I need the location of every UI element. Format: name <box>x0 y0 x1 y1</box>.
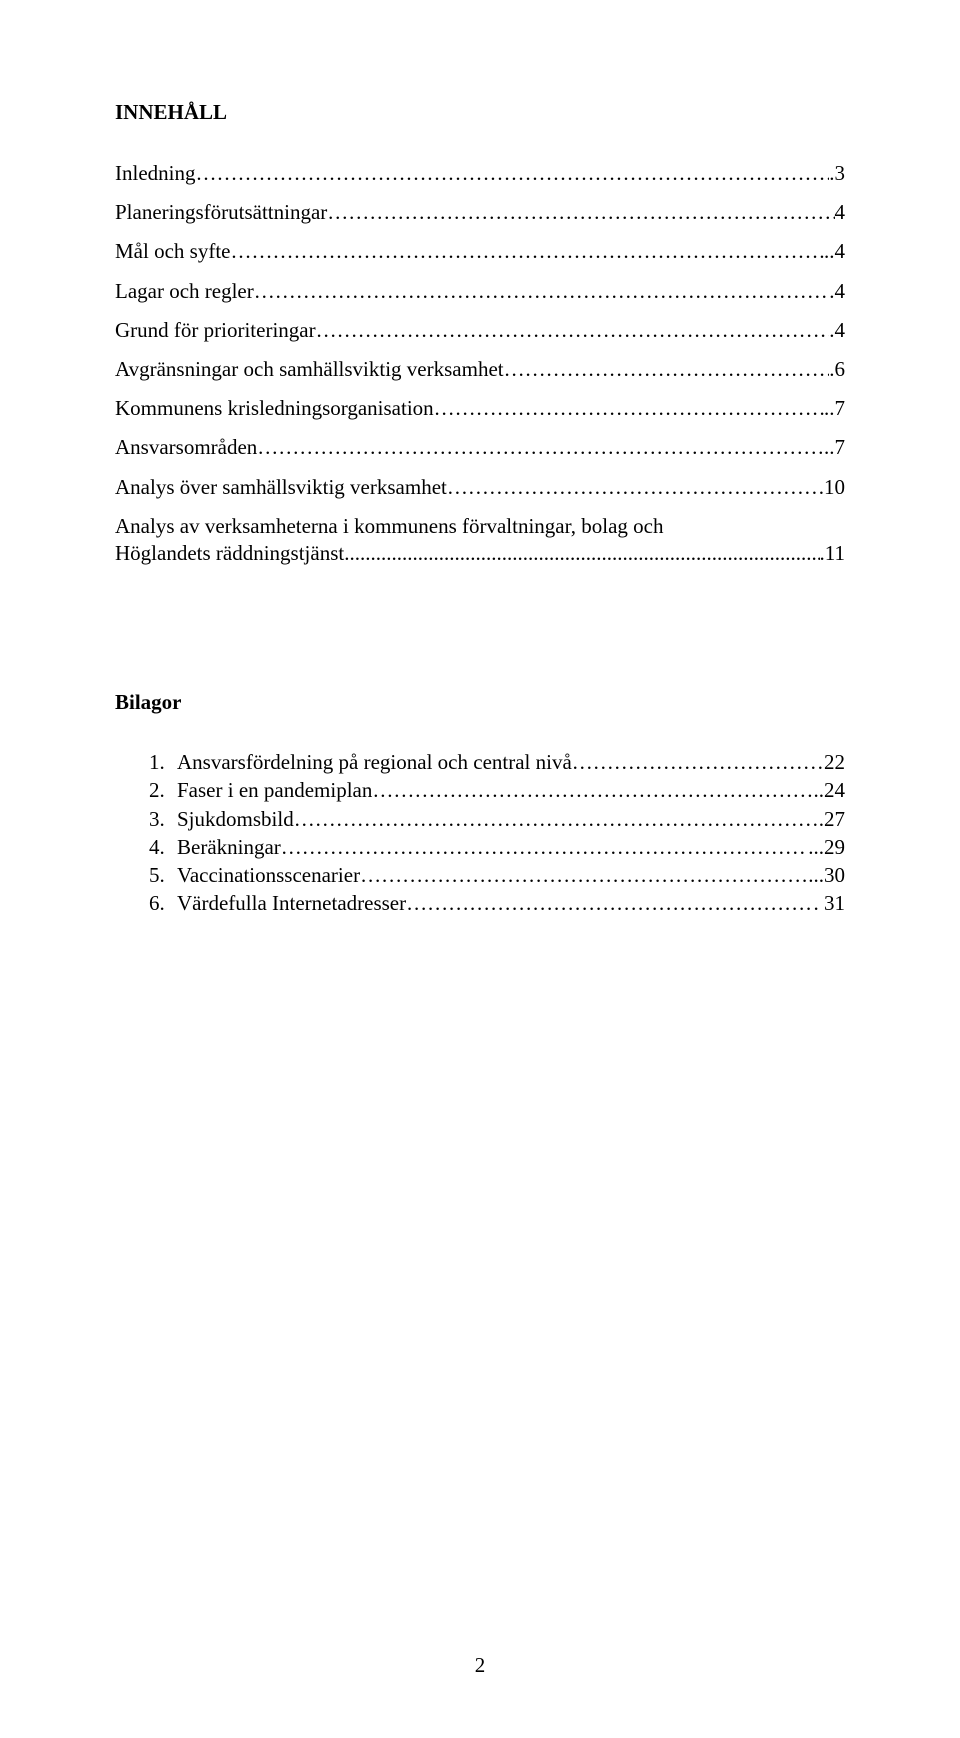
appendix-label: Faser i en pandemiplan <box>177 777 372 803</box>
appendix-label: Värdefulla Internetadresser <box>177 890 406 916</box>
appendix-label: Sjukdomsbild <box>177 806 294 832</box>
toc-entry: Ansvarsområden ..7 <box>115 435 845 460</box>
appendix-label: Vaccinationsscenarier <box>177 862 360 888</box>
appendix-num: 2. <box>149 777 177 803</box>
appendix-item: 3. Sjukdomsbild .27 <box>149 806 845 832</box>
toc-leader <box>504 357 830 382</box>
toc-page: ..4 <box>824 239 845 264</box>
toc-label: Ansvarsområden <box>115 435 257 460</box>
toc-entry: Analys över samhällsviktig verksamhet .1… <box>115 475 845 500</box>
toc-label: Planeringsförutsättningar <box>115 200 327 225</box>
appendix-page: ...29 <box>808 834 845 860</box>
toc-leader <box>372 777 813 803</box>
toc-page: .11 <box>820 541 845 566</box>
toc-page: ..7 <box>824 396 845 421</box>
bilagor-heading: Bilagor <box>115 690 845 715</box>
toc-page: .4 <box>829 279 845 304</box>
appendix-item: 5. Vaccinationsscenarier ...30 <box>149 862 845 888</box>
toc-leader <box>294 806 819 832</box>
appendix-item: 6. Värdefulla Internetadresser . 31 <box>149 890 845 916</box>
toc-leader <box>344 541 819 566</box>
toc-entry: Kommunens krisledningsorganisation ..7 <box>115 396 845 421</box>
appendix-item: 4. Beräkningar ...29 <box>149 834 845 860</box>
appendix-label: Ansvarsfördelning på regional och centra… <box>177 749 572 775</box>
toc-leader <box>360 862 808 888</box>
toc-heading: INNEHÅLL <box>115 100 845 125</box>
toc-label: Grund för prioriteringar <box>115 318 316 343</box>
toc-leader <box>257 435 824 460</box>
toc-page: 4 <box>835 200 846 225</box>
toc-leader <box>230 239 824 264</box>
appendix-page: ..24 <box>814 777 846 803</box>
toc-label: Analys över samhällsviktig verksamhet <box>115 475 447 500</box>
toc-label: Mål och syfte <box>115 239 230 264</box>
toc-entry-multiline: Analys av verksamheterna i kommunens för… <box>115 514 845 539</box>
toc-leader <box>447 475 819 500</box>
appendix-page: ...30 <box>808 862 845 888</box>
appendix-page: 22 <box>824 749 845 775</box>
toc-entry-multiline: Höglandets räddningstjänst .11 <box>115 541 845 566</box>
spacer <box>115 580 845 690</box>
toc-page: ..7 <box>824 435 845 460</box>
toc-label: Inledning <box>115 161 195 186</box>
toc-entry: Planeringsförutsättningar 4 <box>115 200 845 225</box>
appendix-num: 5. <box>149 862 177 888</box>
toc-entry: Lagar och regler .4 <box>115 279 845 304</box>
toc-leader <box>254 279 830 304</box>
toc-leader <box>281 834 808 860</box>
toc-label: Höglandets räddningstjänst <box>115 541 344 566</box>
toc-label: Avgränsningar och samhällsviktig verksam… <box>115 357 504 382</box>
toc-leader <box>195 161 829 186</box>
toc-entry: Avgränsningar och samhällsviktig verksam… <box>115 357 845 382</box>
appendix-num: 4. <box>149 834 177 860</box>
toc-leader <box>434 396 824 421</box>
appendix-item: 1. Ansvarsfördelning på regional och cen… <box>149 749 845 775</box>
document-page: INNEHÅLL Inledning .3 Planeringsförutsät… <box>0 0 960 1738</box>
toc-leader <box>406 890 813 916</box>
toc-leader <box>327 200 834 225</box>
toc-entry: Mål och syfte ..4 <box>115 239 845 264</box>
appendix-item: 2. Faser i en pandemiplan ..24 <box>149 777 845 803</box>
toc-label: Analys av verksamheterna i kommunens för… <box>115 514 664 539</box>
toc-label: Kommunens krisledningsorganisation <box>115 396 434 421</box>
appendix-page: . 31 <box>814 890 846 916</box>
toc-page: .10 <box>819 475 845 500</box>
appendix-num: 6. <box>149 890 177 916</box>
toc-page: .4 <box>829 318 845 343</box>
toc-entry: Grund för prioriteringar .4 <box>115 318 845 343</box>
toc-leader <box>572 749 824 775</box>
appendix-page: .27 <box>819 806 845 832</box>
appendix-label: Beräkningar <box>177 834 281 860</box>
toc-page: .3 <box>829 161 845 186</box>
appendix-num: 1. <box>149 749 177 775</box>
toc-page: .6 <box>829 357 845 382</box>
toc-entry: Inledning .3 <box>115 161 845 186</box>
appendix-list: 1. Ansvarsfördelning på regional och cen… <box>149 749 845 917</box>
toc-leader <box>316 318 830 343</box>
page-number: 2 <box>0 1653 960 1678</box>
toc-label: Lagar och regler <box>115 279 254 304</box>
appendix-num: 3. <box>149 806 177 832</box>
